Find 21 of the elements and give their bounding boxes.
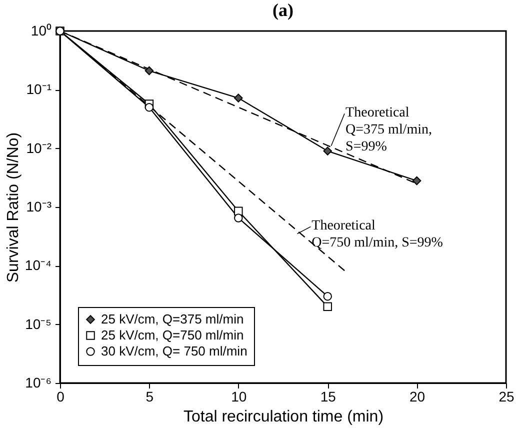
annotation: Theoretical Q=375 ml/min, S=99%: [346, 106, 432, 155]
y-axis-title: Survival Ratio (N/No): [4, 132, 22, 283]
y-tick-label: 10⁻³: [26, 198, 52, 214]
x-tick-label: 25: [498, 388, 514, 404]
y-tick-label: 10⁻¹: [26, 81, 52, 98]
x-tick-label: 10: [231, 388, 247, 404]
legend-label: 25 kV/cm, Q=375 ml/min: [101, 312, 244, 326]
x-tick-label: 15: [320, 388, 336, 404]
x-tick-label: 0: [56, 388, 65, 404]
annotation: Theoretical Q=750 ml/min, S=99%: [312, 218, 444, 251]
x-tick-label: 20: [410, 388, 426, 404]
y-tick-label: 10⁻⁶: [25, 374, 52, 390]
y-tick-label: 10⁻⁴: [24, 257, 52, 274]
x-axis-title: Total recirculation time (min): [183, 408, 384, 426]
legend-label: 25 kV/cm, Q=750 ml/min: [101, 328, 244, 342]
chart-title: (a): [272, 0, 294, 20]
legend-label: 30 kV/cm, Q= 750 ml/min: [101, 344, 248, 358]
y-tick-label: 10⁰: [30, 22, 52, 38]
y-tick-label: 10⁻²: [26, 140, 52, 156]
y-tick-label: 10⁻⁵: [25, 316, 52, 332]
x-tick-label: 5: [146, 388, 154, 404]
